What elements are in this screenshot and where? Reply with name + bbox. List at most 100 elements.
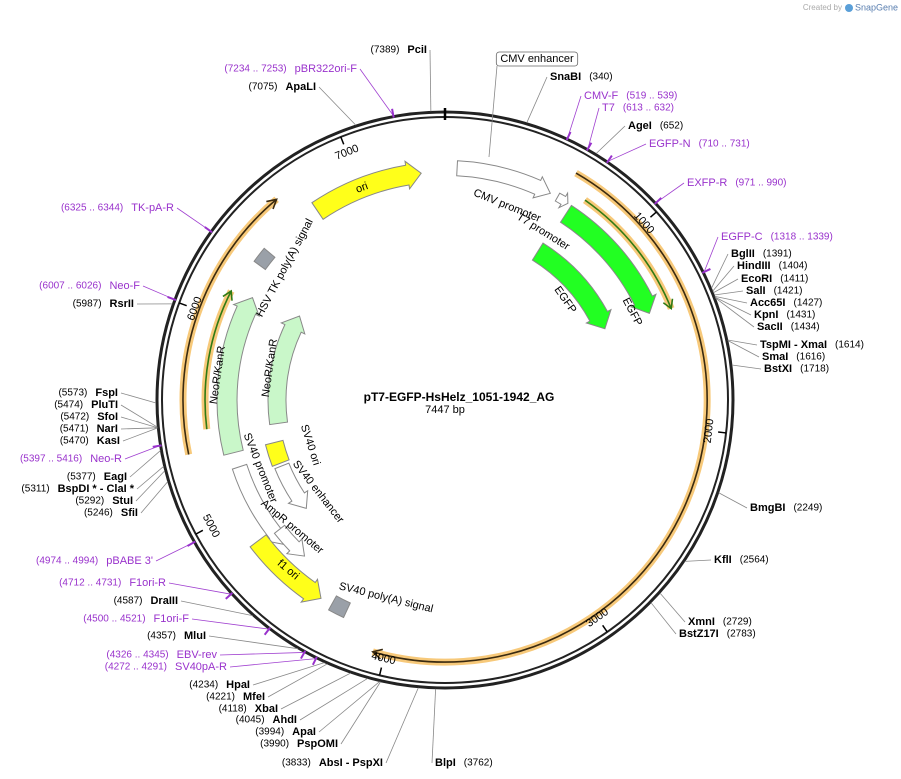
site-line [659, 592, 686, 623]
site-position: (4357) [147, 631, 176, 642]
feature-egfp [559, 204, 657, 314]
plasmid-name: pT7-EGFP-HsHelz_1051-1942_AG [364, 390, 555, 404]
orf-highlight-line [372, 172, 708, 663]
site-position: (3994) [255, 727, 284, 738]
site-position: (4234) [189, 680, 218, 691]
ring-tick [718, 431, 727, 434]
site-name: SfiI [121, 507, 138, 519]
site-line [318, 681, 380, 733]
site-name: EcoRI [741, 273, 772, 285]
orf-highlight-head [371, 648, 384, 660]
site-position: (5573) [58, 388, 87, 399]
site-name: FspI [95, 387, 118, 399]
primer-name: pBABE 3' [106, 555, 153, 567]
site-line [208, 635, 298, 650]
ring-tick [178, 302, 187, 307]
site-line [431, 688, 437, 764]
primer-line [567, 95, 582, 139]
site-position: (5246) [84, 508, 113, 519]
site-position: (1421) [774, 286, 803, 297]
primer-site [300, 650, 307, 660]
site-line [140, 481, 169, 514]
site-name: TspMI - XmaI [760, 339, 827, 351]
site-name: BstZ17I [679, 628, 719, 640]
orf-highlight-head [266, 198, 278, 210]
primer-line [703, 236, 719, 273]
feature-egfp [531, 242, 612, 330]
site-position: (1431) [786, 310, 815, 321]
site-position: (3762) [464, 758, 493, 769]
site-line [280, 672, 351, 710]
ring-tick-label: 2000 [702, 418, 717, 444]
site-line [650, 602, 677, 635]
site-name: SmaI [762, 351, 788, 363]
site-name: AgeI [628, 120, 652, 132]
primer-name: EBV-rev [177, 649, 218, 661]
site-line [714, 290, 744, 296]
site-name: EagI [104, 471, 127, 483]
site-line [727, 339, 758, 346]
feature-neor [216, 297, 260, 456]
site-position: (3990) [260, 739, 289, 750]
primer-line [607, 143, 647, 162]
site-line [429, 49, 432, 112]
feature-sv40-enhancer [274, 462, 309, 510]
site-position: (1434) [791, 322, 820, 333]
site-position: (5470) [60, 436, 89, 447]
site-name: DraIII [150, 595, 178, 607]
primer-name: T7 [602, 102, 615, 114]
primer-position: (971 .. 990) [735, 178, 786, 189]
site-name: SnaBI [550, 71, 581, 83]
primer-position: (4272 .. 4291) [105, 662, 167, 673]
site-position: (1411) [780, 274, 808, 285]
primer-position: (613 .. 632) [623, 103, 674, 114]
primer-position: (6007 .. 6026) [39, 281, 101, 292]
site-line [712, 265, 735, 292]
feature-ampr-promoter [273, 524, 306, 557]
site-name: KasI [97, 435, 120, 447]
site-position: (5471) [60, 424, 89, 435]
site-position: (7389) [371, 45, 400, 56]
feature-label-line [488, 65, 498, 158]
ring-tick-label: 4000 [370, 650, 397, 667]
site-name: PspOMI [297, 738, 338, 750]
site-name: BglII [731, 248, 755, 260]
site-position: (7075) [249, 82, 278, 93]
primer-name: F1ori-F [154, 613, 190, 625]
site-name: ApaI [292, 726, 316, 738]
primer-line [229, 658, 317, 668]
site-name: ApaLI [285, 81, 316, 93]
orf-highlight-line [204, 290, 232, 430]
site-line [731, 364, 762, 370]
primer-position: (5397 .. 5416) [20, 454, 82, 465]
site-line [684, 559, 712, 562]
primer-site [204, 226, 213, 234]
site-position: (5472) [60, 412, 89, 423]
primer-site [586, 142, 593, 152]
primer-position: (4974 .. 4994) [36, 556, 98, 567]
site-name: RsrII [110, 298, 134, 310]
site-name: KpnI [754, 309, 778, 321]
site-line [267, 663, 328, 698]
feature-ori [311, 160, 422, 220]
site-line [526, 76, 548, 123]
site-line [120, 416, 158, 428]
site-name: PluTI [91, 399, 118, 411]
site-name: BlpI [435, 757, 456, 769]
site-line [122, 427, 158, 442]
feature-label-box [495, 51, 579, 67]
site-line [252, 662, 325, 686]
primer-site [187, 540, 196, 547]
ring-tick-label: 5000 [200, 512, 222, 539]
site-name: HindIII [737, 260, 771, 272]
site-name: MfeI [243, 691, 265, 703]
primer-site [654, 197, 662, 205]
primer-position: (4712 .. 4731) [59, 578, 121, 589]
site-line [711, 253, 729, 289]
site-position: (652) [660, 121, 683, 132]
orf-highlight-head [662, 298, 674, 311]
primer-site [225, 592, 234, 600]
site-name: HpaI [226, 679, 250, 691]
site-line [120, 404, 158, 428]
ring-tick [378, 667, 383, 676]
